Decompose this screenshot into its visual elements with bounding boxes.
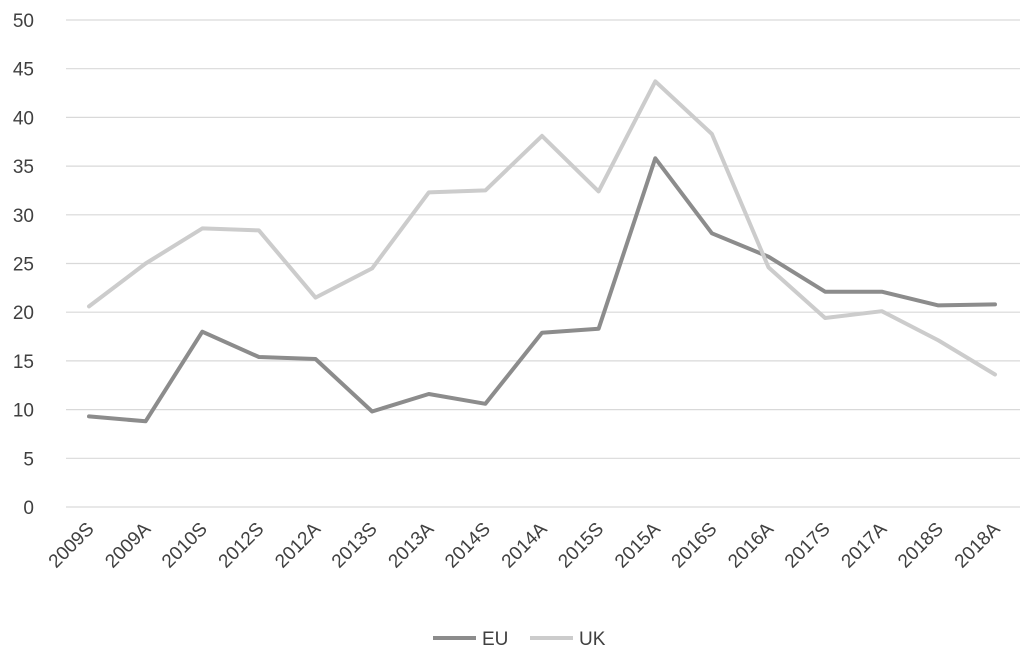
y-tick-label: 5: [23, 449, 34, 470]
legend-item-uk: UK: [530, 629, 606, 650]
y-tick-label: 35: [13, 157, 34, 178]
x-tick-label: 2013S: [328, 519, 382, 573]
x-tick-label: 2014S: [441, 519, 495, 573]
y-tick-label: 25: [13, 255, 34, 276]
series-line-eu: [87, 156, 997, 424]
y-tick-label: 15: [13, 352, 34, 373]
series-line-uk: [87, 79, 997, 377]
x-tick-label: 2016S: [668, 519, 722, 573]
y-tick-label: 30: [13, 206, 34, 227]
legend-label-uk: UK: [579, 629, 606, 650]
x-tick-label: 2015S: [554, 519, 608, 573]
y-tick-label: 10: [13, 401, 34, 422]
x-tick-label: 2017S: [781, 519, 835, 573]
gridlines: [66, 19, 1020, 508]
y-axis-ticks: 0 5 10 15 20 25 30 35 40 45 50: [13, 11, 34, 519]
x-tick-label: 2010S: [158, 519, 212, 573]
x-tick-label: 2009S: [45, 519, 99, 573]
x-tick-label: 2016A: [724, 518, 778, 572]
legend: EU UK: [433, 629, 606, 650]
x-tick-label: 2018A: [951, 518, 1005, 572]
legend-label-eu: EU: [482, 629, 508, 650]
series-lines: [87, 79, 997, 424]
y-tick-label: 45: [13, 60, 34, 81]
x-tick-label: 2015A: [611, 518, 665, 572]
x-tick-label: 2012S: [215, 519, 269, 573]
x-tick-label: 2018S: [894, 519, 948, 573]
x-axis-ticks: 2009S 2009A 2010S 2012S 2012A 2013S 2013A 2014S…: [45, 518, 1005, 572]
x-tick-label: 2017A: [838, 518, 892, 572]
y-tick-label: 0: [23, 498, 34, 519]
x-tick-label: 2013A: [385, 518, 439, 572]
y-tick-label: 50: [13, 11, 34, 32]
legend-item-eu: EU: [433, 629, 508, 650]
y-tick-label: 40: [13, 108, 34, 129]
x-tick-label: 2009A: [101, 518, 155, 572]
x-tick-label: 2014A: [498, 518, 552, 572]
y-tick-label: 20: [13, 303, 34, 324]
x-tick-label: 2012A: [271, 518, 325, 572]
